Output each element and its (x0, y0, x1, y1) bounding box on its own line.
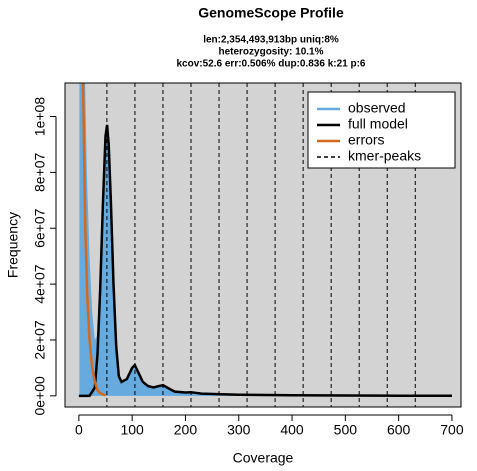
x-tick-label: 300 (227, 422, 251, 438)
legend-label: errors (348, 132, 385, 148)
legend-box (307, 91, 456, 169)
y-axis-label: Frequency (5, 212, 21, 278)
chart-title: GenomeScope Profile (198, 5, 344, 21)
plot-area (78, 83, 452, 407)
legend-label: kmer-peaks (348, 148, 421, 164)
x-tick-label: 200 (174, 422, 198, 438)
y-tick-label: 0e+00 (32, 376, 48, 416)
x-tick-label: 700 (440, 422, 464, 438)
y-tick-label: 4e+07 (32, 264, 48, 304)
subtitle: kcov:52.6 err:0.506% dup:0.836 k:21 p:6 (177, 59, 366, 70)
x-tick-label: 100 (120, 422, 144, 438)
x-tick-label: 500 (334, 422, 358, 438)
x-tick-label: 400 (280, 422, 304, 438)
subtitle: len:2,354,493,913bp uniq:8% (203, 35, 339, 46)
y-tick-label: 6e+07 (32, 208, 48, 248)
x-tick-label: 600 (387, 422, 411, 438)
y-tick-label: 8e+07 (32, 153, 48, 193)
y-tick-label: 1e+08 (32, 97, 48, 137)
legend-label: observed (348, 100, 406, 116)
x-tick-label: 0 (75, 422, 83, 438)
x-axis-label: Coverage (233, 450, 294, 466)
series-line (78, 124, 452, 398)
series-line (81, 83, 106, 397)
y-tick-label: 2e+07 (32, 320, 48, 360)
plot-border (64, 82, 462, 408)
legend-label: full model (348, 116, 408, 132)
subtitle: heterozygosity: 10.1% (218, 47, 323, 58)
